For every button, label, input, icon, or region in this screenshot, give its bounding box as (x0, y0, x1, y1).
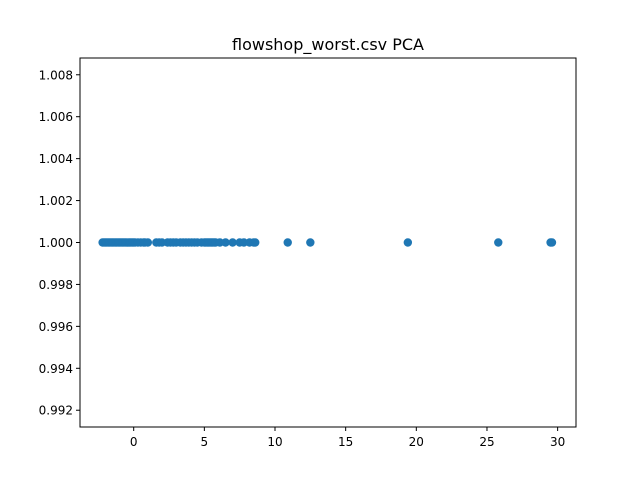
y-axis: 0.992 0.994 0.996 0.998 1.000 1.002 1.004 1.006… (39, 68, 80, 418)
chart-title: flowshop_worst.csv PCA (232, 35, 424, 55)
x-tick-label: 25 (479, 435, 494, 449)
x-tick-label: 0 (130, 435, 138, 449)
data-point (403, 238, 413, 247)
data-point (228, 238, 237, 247)
data-point (143, 238, 153, 247)
y-tick-label: 1.000 (39, 236, 73, 250)
x-axis: 0 5 10 15 20 25 30 (130, 427, 565, 449)
y-tick-label: 1.006 (39, 110, 73, 124)
x-tick-label: 5 (201, 435, 209, 449)
y-tick-label: 0.996 (39, 320, 73, 334)
x-tick-label: 10 (267, 435, 282, 449)
x-tick-label: 30 (550, 435, 565, 449)
y-tick-label: 1.002 (39, 194, 73, 208)
x-tick-label: 15 (338, 435, 353, 449)
data-point (251, 238, 260, 247)
data-points (98, 238, 557, 247)
y-tick-label: 0.992 (39, 404, 73, 418)
y-tick-label: 0.994 (39, 362, 73, 376)
data-point (494, 238, 503, 247)
y-tick-label: 0.998 (39, 278, 73, 292)
x-tick-label: 20 (409, 435, 424, 449)
data-point (306, 238, 315, 247)
data-point (283, 238, 292, 247)
y-tick-label: 1.008 (39, 68, 73, 82)
y-tick-label: 1.004 (39, 152, 73, 166)
data-point (547, 238, 557, 247)
data-point (221, 238, 230, 247)
